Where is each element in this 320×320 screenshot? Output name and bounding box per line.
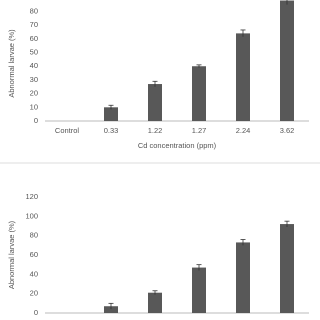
bar (148, 292, 162, 313)
y-tick-label: 50 (30, 48, 38, 57)
y-tick-label: 120 (25, 192, 38, 201)
bar (280, 0, 294, 121)
y-tick-label: 40 (30, 269, 38, 278)
y-tick-label: 20 (30, 89, 38, 98)
y-tick-label: 80 (30, 6, 38, 15)
bar (148, 84, 162, 121)
x-tick-label: 1.22 (148, 126, 163, 135)
y-tick-label: 30 (30, 75, 38, 84)
x-tick-label: Control (55, 126, 80, 135)
y-tick-label: 10 (30, 102, 38, 111)
x-tick-label: 3.62 (280, 126, 295, 135)
y-tick-label: 70 (30, 20, 38, 29)
y-tick-label: 100 (25, 211, 38, 220)
chart: 0 10 20 30 40 50 60 70 80 Control 0.33 1.22 1.27 2.24… (7, 0, 309, 150)
y-tick-label: 40 (30, 61, 38, 70)
y-tick-label: 60 (30, 34, 38, 43)
bar (104, 107, 118, 121)
y-tick-label: 20 (30, 289, 38, 298)
chart: 0 20 40 60 80 100 120 Abnormal larvae (%) (7, 192, 309, 317)
y-axis-label: Abnormal larvae (%) (7, 29, 16, 98)
y-tick-label: 0 (34, 116, 38, 125)
bar (192, 66, 206, 121)
x-tick-label: 2.24 (236, 126, 251, 135)
x-axis-label: Cd concentration (ppm) (138, 141, 217, 150)
x-tick-label: 1.27 (192, 126, 207, 135)
y-tick-label: 0 (34, 308, 38, 317)
y-axis-label: Abnormal larvae (%) (7, 220, 16, 289)
bar (192, 267, 206, 313)
bar (280, 224, 294, 313)
y-tick-label: 80 (30, 231, 38, 240)
bar (236, 242, 250, 313)
bar (104, 306, 118, 313)
bar (236, 33, 250, 121)
y-tick-label: 60 (30, 250, 38, 259)
x-tick-label: 0.33 (104, 126, 119, 135)
